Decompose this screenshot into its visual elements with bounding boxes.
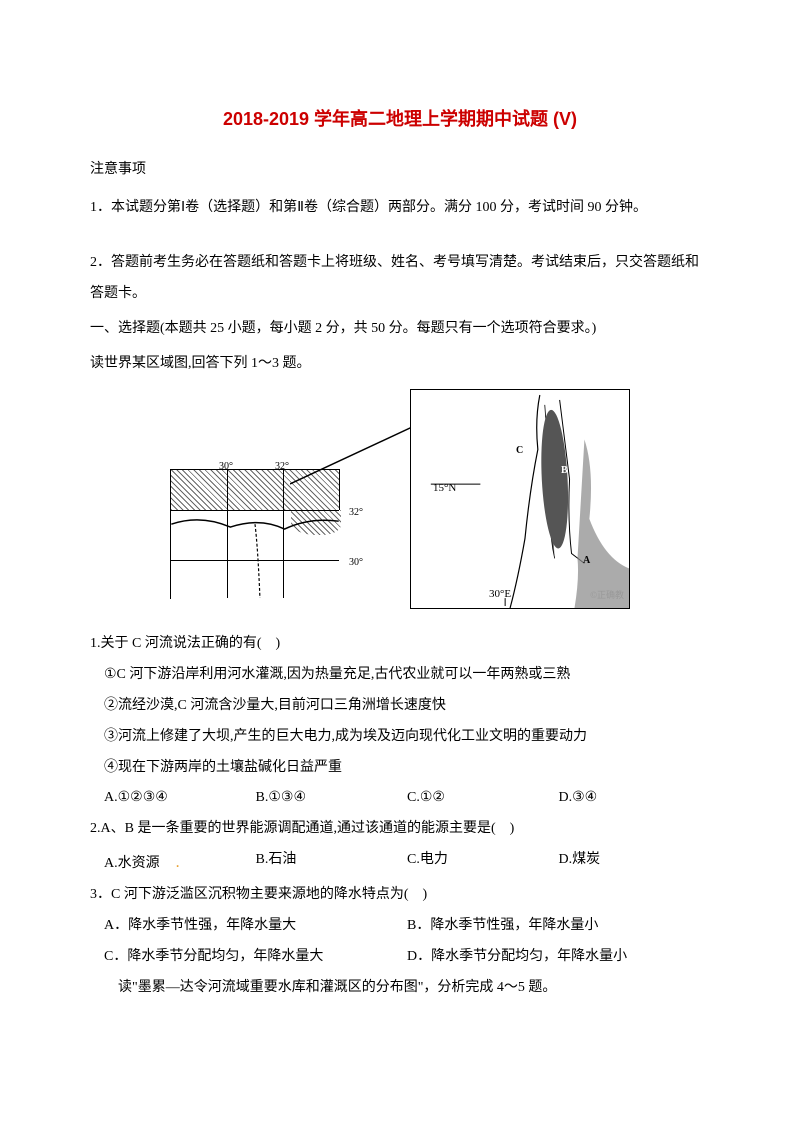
q3-option-d: D．降水季节分配均匀，年降水量小	[407, 942, 710, 973]
coord-lon30e: 30°E	[489, 582, 511, 606]
q3-stem: 3．C 河下游泛滥区沉积物主要来源地的降水特点为( )	[90, 880, 710, 911]
figure-container: 30° 32° 32° 30° 15°N 30°E C B A ©	[90, 389, 710, 619]
q1-options: A.①②③④ B.①③④ C.①② D.③④	[90, 783, 710, 814]
coord-lon30: 30°	[219, 456, 233, 478]
label-b: B	[561, 460, 568, 482]
q2-options: A.水资源 . B.石油 C.电力 D.煤炭	[90, 845, 710, 880]
q1-statement-3: ③河流上修建了大坝,产生的巨大电力,成为埃及迈向现代化工业文明的重要动力	[90, 722, 710, 753]
q2-stem: 2.A、B 是一条重要的世界能源调配通道,通过该通道的能源主要是( )	[90, 814, 710, 845]
q2-option-a: A.水资源 .	[104, 845, 256, 880]
notice-header: 注意事项	[90, 155, 710, 186]
intro-2: 读"墨累—达令河流域重要水库和灌溉区的分布图"，分析完成 4～5 题。	[90, 973, 710, 1004]
coord-lat30: 30°	[349, 552, 363, 574]
notice-1: 1．本试题分第Ⅰ卷（选择题）和第Ⅱ卷（综合题）两部分。满分 100 分，考试时间…	[90, 193, 710, 224]
q2-option-d: D.煤炭	[559, 845, 711, 880]
q3-option-c: C．降水季节分配均匀，年降水量大	[104, 942, 407, 973]
q1-statement-4: ④现在下游两岸的土壤盐碱化日益严重	[90, 753, 710, 784]
coord-lat32: 32°	[349, 502, 363, 524]
q1-statement-1: ①C 河下游沿岸利用河水灌溉,因为热量充足,古代农业就可以一年两熟或三熟	[90, 660, 710, 691]
q1-option-a: A.①②③④	[104, 783, 256, 814]
q1-statement-2: ②流经沙漠,C 河流含沙量大,目前河口三角洲增长速度快	[90, 691, 710, 722]
coord-lat15n: 15°N	[433, 476, 456, 500]
q3-option-a: A．降水季节性强，年降水量大	[104, 911, 407, 942]
page-title: 2018-2019 学年高二地理上学期期中试题 (V)	[90, 100, 710, 140]
q1-option-d: D.③④	[559, 783, 711, 814]
q3-options: A．降水季节性强，年降水量大 B．降水季节性强，年降水量小 C．降水季节分配均匀…	[90, 911, 710, 973]
section-1-header: 一、选择题(本题共 25 小题，每小题 2 分，共 50 分。每题只有一个选项符…	[90, 314, 710, 345]
q2-option-c: C.电力	[407, 845, 559, 880]
q3-option-b: B．降水季节性强，年降水量小	[407, 911, 710, 942]
notice-2: 2．答题前考生务必在答题纸和答题卡上将班级、姓名、考号填写清楚。考试结束后，只交…	[90, 248, 710, 310]
label-c: C	[516, 440, 523, 462]
dot-icon: .	[160, 854, 180, 871]
q1-option-c: C.①②	[407, 783, 559, 814]
label-a: A	[583, 550, 590, 572]
q2-option-b: B.石油	[256, 845, 408, 880]
q1-option-b: B.①③④	[256, 783, 408, 814]
q1-stem: 1.关于 C 河流说法正确的有( )	[90, 629, 710, 660]
watermark: ©正确教	[590, 586, 624, 606]
map-right-panel: 15°N 30°E C B A ©正确教	[410, 389, 630, 609]
coord-lon32: 32°	[275, 456, 289, 478]
intro-1: 读世界某区域图,回答下列 1～3 题。	[90, 349, 710, 380]
map-figure: 30° 32° 32° 30° 15°N 30°E C B A ©	[170, 389, 630, 619]
